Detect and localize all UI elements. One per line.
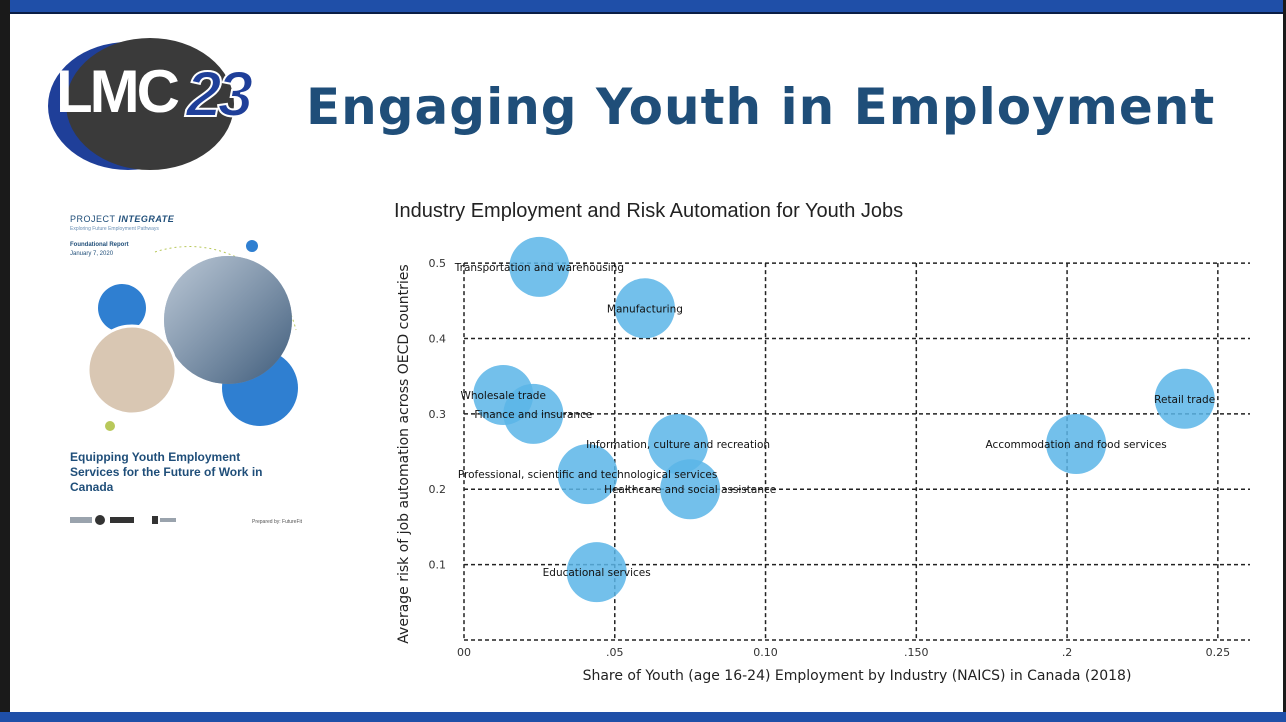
report-subtitle: Exploring Future Employment Pathways <box>70 226 159 232</box>
y-axis-title: Average risk of job automation across OE… <box>396 264 412 643</box>
chart-ticks: 00 .05 0.10 .150 .2 0.25 0.1 0.2 0.3 0.4 0.5 <box>429 257 1231 659</box>
report-photo-shading <box>164 256 292 384</box>
chart-bubble-labels: Transportation and warehousing Manufactur… <box>454 262 1215 579</box>
bubble <box>557 444 618 505</box>
bubble <box>660 459 721 520</box>
partner-logo-3 <box>110 517 134 523</box>
partner-logo-1 <box>70 517 92 523</box>
report-cover: PROJECT INTEGRATE Exploring Future Emplo… <box>60 210 320 530</box>
x-tick-label: .2 <box>1062 646 1073 659</box>
report-partner-logos <box>70 515 176 525</box>
bubble-label: Healthcare and social assistance <box>604 484 776 496</box>
report-date: January 7, 2020 <box>70 251 114 257</box>
y-tick-label: 0.3 <box>429 408 447 421</box>
logo-text: LMC <box>56 58 180 125</box>
logo-number: 23 <box>185 58 254 130</box>
y-tick-label: 0.5 <box>429 257 447 270</box>
bubble-label: Accommodation and food services <box>986 439 1167 451</box>
partner-logo-5 <box>160 518 176 522</box>
report-project-name: INTEGRATE <box>118 214 175 224</box>
bubble-chart: Transportation and warehousing Manufactur… <box>396 236 1250 684</box>
bubble-label: Retail trade <box>1154 394 1215 406</box>
report-project-line: PROJECT INTEGRATE <box>70 214 174 224</box>
left-border <box>0 0 10 722</box>
partner-logo-4 <box>152 516 158 524</box>
bubble <box>1154 368 1215 429</box>
report-circle-left <box>98 284 146 332</box>
bubble <box>614 278 675 339</box>
bubble-label: Professional, scientific and technologic… <box>458 469 717 481</box>
report-prepared-by: Prepared by: FutureFit <box>252 519 303 525</box>
bubble <box>509 236 570 297</box>
x-tick-label: .05 <box>606 646 624 659</box>
lmc23-logo <box>40 36 280 176</box>
chart-grid <box>463 262 1250 641</box>
x-tick-label: 0.10 <box>753 646 778 659</box>
y-tick-label: 0.1 <box>429 559 447 572</box>
bubble <box>503 383 564 444</box>
page-title: Engaging Youth in Employment <box>306 78 1216 136</box>
x-axis-title: Share of Youth (age 16-24) Employment by… <box>583 668 1132 684</box>
report-project-prefix: PROJECT <box>70 214 116 224</box>
top-accent-line <box>0 12 1286 14</box>
bubble-label: Wholesale trade <box>460 390 545 402</box>
bubble <box>648 414 709 474</box>
report-photo-small <box>86 324 178 416</box>
bottom-accent-bar <box>0 712 1286 722</box>
report-dot-blue <box>246 240 258 252</box>
x-tick-label: 0.25 <box>1206 646 1231 659</box>
bubble-label: Finance and insurance <box>474 409 592 421</box>
bubble-label: Transportation and warehousing <box>454 262 624 274</box>
bubble <box>1046 414 1107 474</box>
x-tick-label: 00 <box>457 646 471 659</box>
bubble-label: Educational services <box>543 567 651 579</box>
top-accent-bar <box>0 0 1286 12</box>
bubble <box>566 542 627 603</box>
y-tick-label: 0.4 <box>429 332 447 345</box>
bubble-label: Information, culture and recreation <box>586 439 770 451</box>
bubble-label: Manufacturing <box>607 303 683 315</box>
chart-bubbles <box>473 236 1215 603</box>
report-cover-art <box>86 240 298 431</box>
report-heading: Equipping Youth Employment Services for … <box>70 450 263 494</box>
chart-title: Industry Employment and Risk Automation … <box>394 200 904 222</box>
report-type: Foundational Report <box>70 242 129 248</box>
right-border <box>1283 0 1286 722</box>
y-tick-label: 0.2 <box>429 483 447 496</box>
report-dot-green <box>105 421 115 431</box>
logo-front-ellipse <box>66 38 234 170</box>
logo-graphic <box>48 38 234 170</box>
x-tick-label: .150 <box>904 646 929 659</box>
partner-logo-2 <box>95 515 105 525</box>
